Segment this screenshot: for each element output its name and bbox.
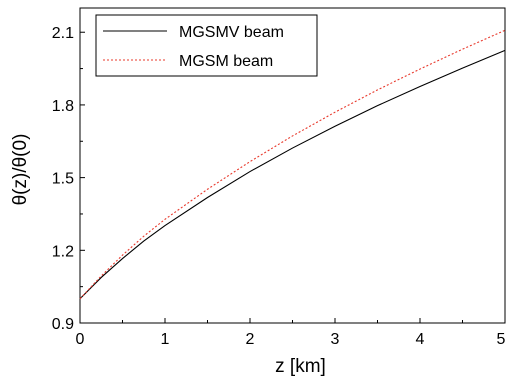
x-tick-label: 1 bbox=[161, 331, 170, 348]
x-tick-label: 3 bbox=[331, 331, 340, 348]
x-axis-title: z [km] bbox=[275, 356, 326, 377]
x-tick-label: 0 bbox=[76, 331, 85, 348]
y-tick-label: 1.2 bbox=[52, 243, 74, 260]
y-tick-label: 2.1 bbox=[52, 25, 74, 42]
axis-ticks: 0 1 2 3 4 5 0.9 1.2 1.5 1.8 2.1 bbox=[52, 25, 506, 348]
series-line-2 bbox=[79, 29, 506, 300]
legend-label: MGSMV beam bbox=[179, 24, 284, 41]
y-tick-label: 0.9 bbox=[52, 316, 74, 333]
legend: MGSMV beam MGSM beam bbox=[95, 14, 318, 77]
series-lines bbox=[79, 29, 506, 300]
legend-box bbox=[95, 14, 318, 77]
y-axis-title: θ(z)/θ(0) bbox=[10, 134, 31, 206]
y-tick-label: 1.5 bbox=[52, 171, 74, 188]
x-tick-label: 5 bbox=[497, 331, 506, 348]
y-tick-label: 1.8 bbox=[52, 98, 74, 115]
x-tick-label: 4 bbox=[416, 331, 425, 348]
series-line-1 bbox=[79, 49, 506, 300]
legend-label: MGSM beam bbox=[179, 53, 273, 70]
x-tick-label: 2 bbox=[246, 331, 255, 348]
